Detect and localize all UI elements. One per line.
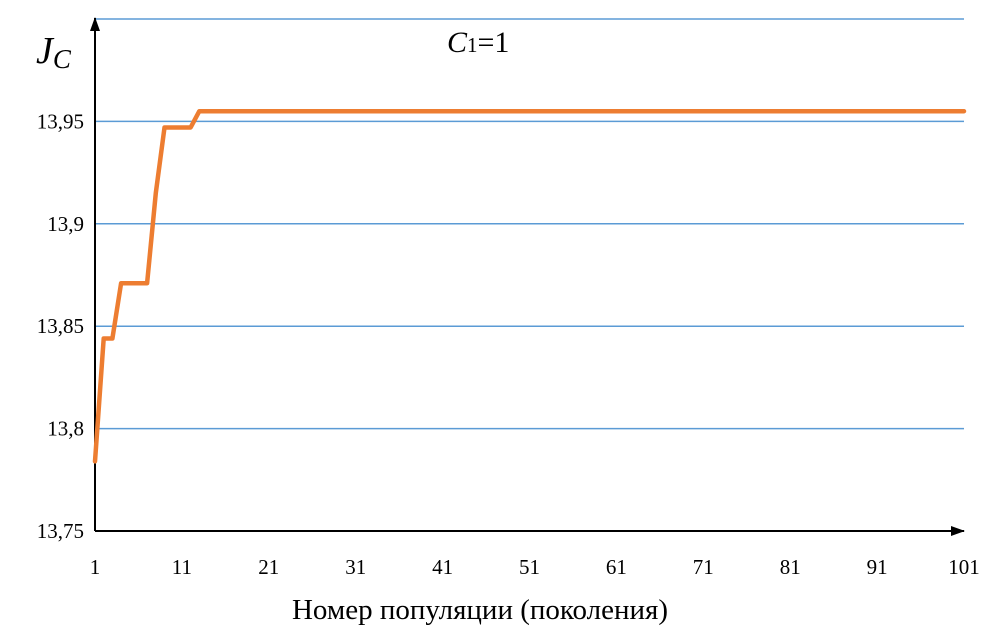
series — [92, 108, 967, 464]
series-line — [92, 108, 967, 464]
y-axis-label-symbol: J — [36, 30, 55, 72]
y-tick-labels: 13,75 13,8 13,85 13,9 13,95 — [37, 109, 84, 543]
x-tick-label: 1 — [90, 555, 101, 579]
x-tick-label: 21 — [258, 555, 279, 579]
chart-title: C1=1 — [447, 26, 509, 59]
y-tick-label: 13,75 — [37, 519, 84, 543]
y-axis-label: JC — [36, 30, 72, 74]
x-tick-label: 91 — [867, 555, 888, 579]
x-tick-label: 101 — [948, 555, 980, 579]
x-tick-label: 81 — [780, 555, 801, 579]
x-tick-label: 41 — [432, 555, 453, 579]
x-axis-label: Номер популяции (поколения) — [292, 594, 668, 626]
y-tick-label: 13,8 — [47, 417, 84, 441]
x-tick-labels: 1 11 21 31 41 51 61 71 81 91 101 — [90, 555, 980, 579]
y-axis-label-subscript: C — [53, 44, 72, 74]
y-tick-label: 13,9 — [47, 212, 84, 236]
y-tick-label: 13,95 — [37, 109, 84, 133]
x-tick-label: 11 — [172, 555, 192, 579]
x-tick-label: 51 — [519, 555, 540, 579]
gridlines — [95, 18, 964, 430]
chart-title-symbol: C — [447, 26, 468, 59]
chart-title-rest: =1 — [478, 26, 510, 59]
y-tick-label: 13,85 — [37, 314, 84, 338]
chart-title-subscript: 1 — [467, 33, 478, 57]
x-tick-label: 61 — [606, 555, 627, 579]
axes — [90, 17, 965, 536]
x-tick-label: 71 — [693, 555, 714, 579]
x-tick-label: 31 — [345, 555, 366, 579]
